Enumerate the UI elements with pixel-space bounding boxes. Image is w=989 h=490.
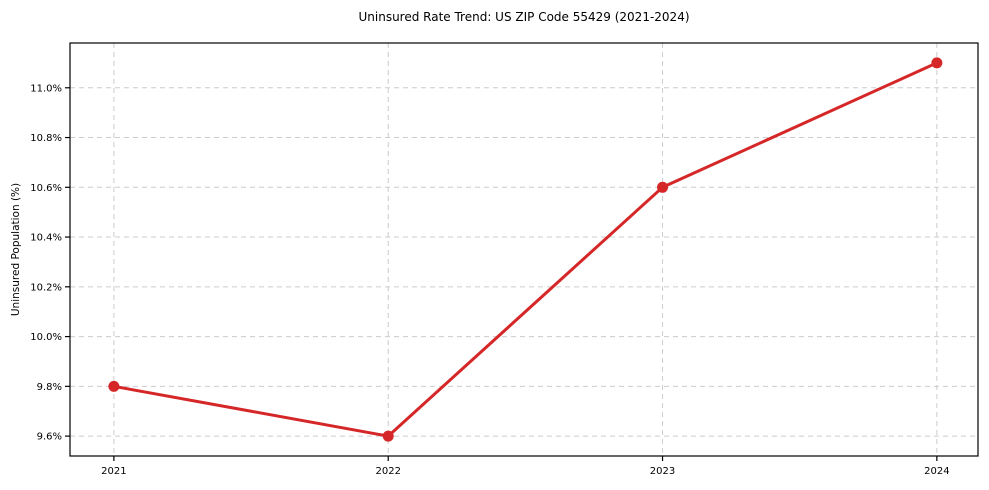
y-tick-label: 11.0%: [30, 83, 62, 94]
chart-title: Uninsured Rate Trend: US ZIP Code 55429 …: [358, 10, 689, 24]
y-tick-label: 10.4%: [30, 233, 62, 244]
data-point: [108, 380, 120, 392]
y-tick-label: 10.8%: [30, 133, 62, 144]
y-tick-label: 9.8%: [37, 382, 62, 393]
data-point: [382, 430, 394, 442]
data-point: [657, 181, 669, 193]
trend-line: [112, 61, 939, 438]
gridlines: [70, 43, 978, 456]
y-tick-label: 9.6%: [37, 432, 62, 443]
data-point: [931, 57, 943, 69]
y-tick-label: 10.0%: [30, 332, 62, 343]
series-group: [108, 57, 943, 442]
y-tick-label: 10.6%: [30, 183, 62, 194]
tick-labels: 2021 2022 2023 2024 9.6% 9.8% 10.0% 10.2% 10.4% 1…: [30, 83, 949, 477]
y-axis-label: Uninsured Population (%): [10, 183, 22, 316]
x-tick-label: 2022: [375, 466, 400, 477]
x-tick-label: 2024: [924, 466, 949, 477]
y-tick-label: 10.2%: [30, 282, 62, 293]
x-tick-label: 2023: [650, 466, 675, 477]
plot-border: [69, 42, 979, 457]
axis-ticks: [65, 87, 938, 461]
x-tick-label: 2021: [101, 466, 126, 477]
